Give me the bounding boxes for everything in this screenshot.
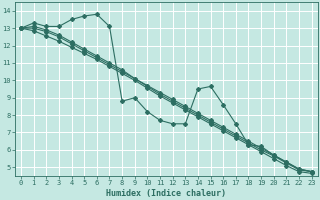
X-axis label: Humidex (Indice chaleur): Humidex (Indice chaleur) bbox=[106, 189, 226, 198]
